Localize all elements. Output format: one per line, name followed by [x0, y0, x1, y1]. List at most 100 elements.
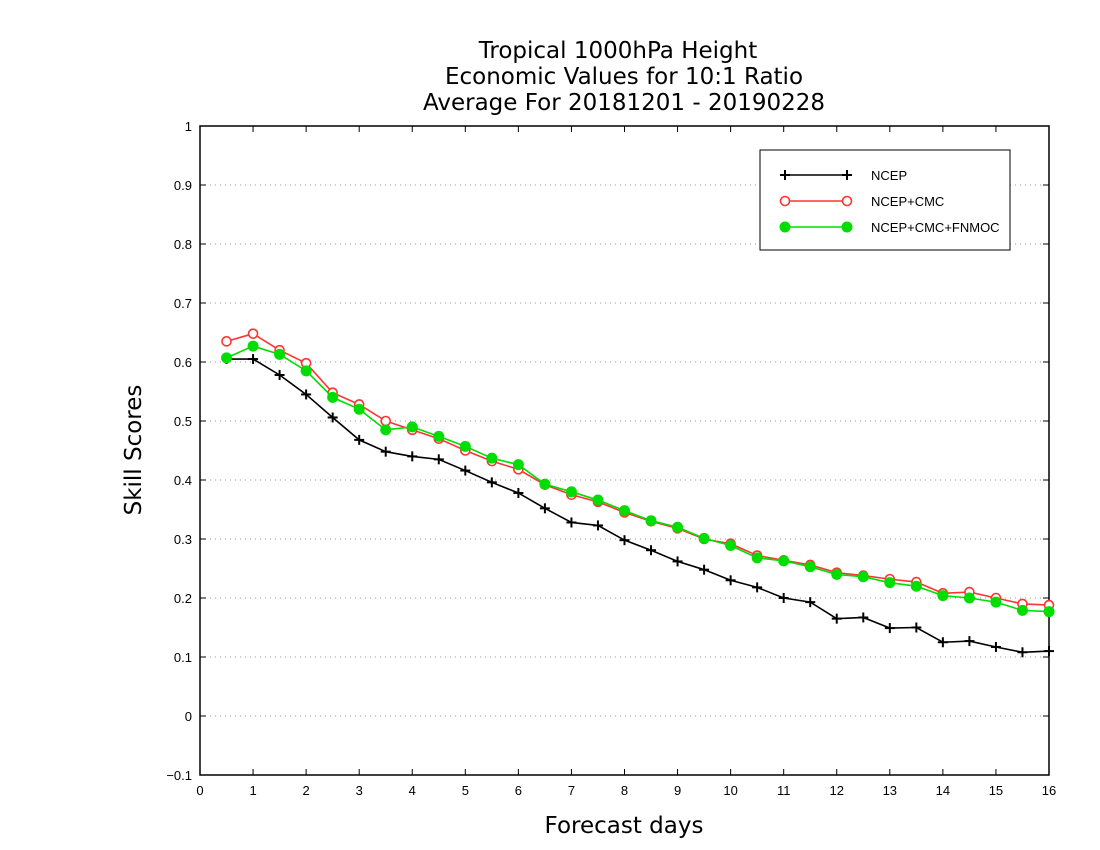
data-point [327, 391, 339, 403]
data-point [592, 494, 604, 506]
data-point [751, 552, 763, 564]
data-point [274, 348, 286, 360]
legend-item: NCEP [780, 168, 907, 183]
x-tick-label: 5 [462, 783, 469, 798]
data-point [1017, 647, 1028, 658]
data-point [831, 613, 842, 624]
data-point [354, 434, 365, 445]
x-axis-label: Forecast days [545, 813, 704, 839]
data-point [406, 421, 418, 433]
data-point [725, 575, 736, 586]
data-point [459, 440, 471, 452]
data-point [566, 517, 577, 528]
data-point [327, 412, 338, 423]
data-point [433, 430, 445, 442]
y-tick-label: 0.6 [174, 355, 192, 370]
data-point [407, 451, 418, 462]
legend-marker [780, 170, 790, 180]
data-point [937, 637, 948, 648]
y-tick-label: 0 [185, 709, 192, 724]
data-point [221, 336, 232, 347]
data-point [486, 477, 497, 488]
x-tick-label: 16 [1042, 783, 1056, 798]
data-point [937, 590, 949, 602]
x-tick-label: 13 [883, 783, 897, 798]
legend-marker [841, 221, 853, 233]
x-tick-label: 9 [674, 783, 681, 798]
data-point [619, 505, 630, 517]
y-tick-label: 0.2 [174, 591, 192, 606]
y-axis-label: Skill Scores [121, 385, 147, 516]
data-point [698, 532, 710, 544]
legend: NCEP NCEP+CMC NCEP+CMC+FNMOC [759, 149, 1011, 251]
data-point [884, 623, 895, 634]
x-tick-label: 11 [777, 783, 791, 798]
data-point [990, 596, 1002, 608]
data-point [990, 641, 1001, 652]
data-point [486, 452, 498, 464]
series-line [226, 332, 1050, 606]
data-point [778, 593, 789, 603]
legend-label: NCEP+CMC [871, 194, 944, 209]
data-point [699, 564, 710, 575]
x-tick-label: 12 [830, 783, 844, 798]
y-tick-label: 0.7 [174, 296, 192, 311]
title-line-3: Average For 20181201 - 20190228 [423, 90, 825, 116]
data-point [247, 328, 259, 339]
data-point [1016, 604, 1028, 616]
gridlines [200, 184, 1049, 717]
data-point [513, 487, 524, 498]
x-tick-label: 10 [723, 783, 737, 798]
series-ncep [221, 354, 1054, 658]
x-tick-label: 1 [249, 783, 256, 798]
data-point [831, 568, 843, 580]
data-point [565, 486, 577, 498]
data-point [300, 365, 312, 377]
data-point [804, 561, 816, 573]
data-point [672, 556, 683, 567]
chart-title: Tropical 1000hPa Height Economic Values … [423, 38, 825, 116]
data-point [884, 577, 896, 589]
data-point [964, 636, 975, 647]
data-point [248, 354, 259, 365]
series-line [226, 345, 1050, 613]
y-tick-label: 0.3 [174, 532, 192, 547]
data-point [911, 622, 922, 633]
data-point [460, 465, 471, 476]
legend-item: NCEP+CMC [779, 194, 944, 209]
data-point [805, 597, 816, 608]
data-point [247, 340, 259, 352]
data-point [963, 592, 975, 604]
legend-item: NCEP+CMC+FNMOC [779, 220, 1000, 235]
x-tick-label: 6 [515, 783, 522, 798]
data-point [1044, 646, 1054, 657]
data-point [539, 478, 551, 490]
data-point [857, 571, 869, 583]
title-line-1: Tropical 1000hPa Height [478, 38, 758, 64]
data-point [725, 539, 737, 551]
x-tick-label: 2 [303, 783, 310, 798]
x-tick-label: 14 [936, 783, 950, 798]
data-point [221, 352, 233, 364]
legend-marker [841, 195, 853, 207]
data-point [380, 424, 392, 436]
legend-label: NCEP+CMC+FNMOC [871, 220, 1000, 235]
x-tick-label: 0 [196, 783, 203, 798]
data-point [752, 582, 763, 593]
y-tick-label: 0.9 [174, 178, 192, 193]
data-point [672, 521, 684, 533]
y-tick-label: 0.1 [174, 650, 192, 665]
series-line [226, 358, 1050, 654]
y-tick-label: −0.1 [166, 768, 192, 783]
series-layer [221, 328, 1055, 658]
data-point [1043, 606, 1055, 618]
data-point [646, 545, 657, 556]
y-axis: −0.1 0 0.1 0.2 0.3 0.4 0.5 0.6 0.7 0.8 0.9 1 [166, 119, 1049, 783]
title-line-2: Economic Values for 10:1 Ratio [445, 64, 803, 90]
data-point [353, 403, 365, 415]
data-point [380, 415, 392, 427]
y-tick-label: 0.8 [174, 237, 192, 252]
data-point [433, 454, 444, 465]
x-tick-label: 15 [989, 783, 1003, 798]
